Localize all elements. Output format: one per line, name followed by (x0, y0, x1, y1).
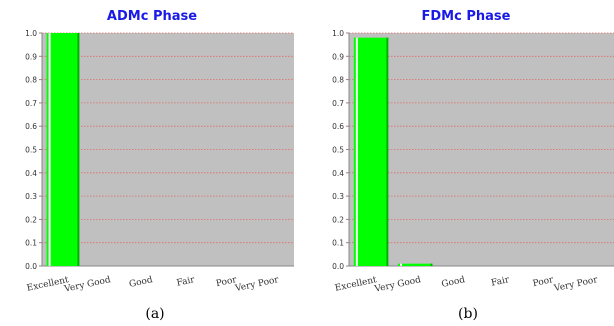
x-tick-label: Good (128, 275, 154, 290)
y-tick-label: 0.0 (332, 262, 344, 271)
y-tick-label: 0.6 (332, 122, 344, 131)
x-tick-label: Poor (532, 275, 555, 289)
bar-shadow (386, 37, 389, 266)
figure-caption: (a) (145, 306, 164, 322)
y-tick-label: 0.7 (25, 99, 37, 108)
y-tick-label: 0.8 (25, 76, 37, 85)
y-tick-label: 0.4 (25, 169, 37, 178)
chart-title: ADMc Phase (107, 9, 197, 24)
y-tick-label: 0.1 (332, 239, 344, 248)
y-tick-label: 0.9 (25, 52, 37, 61)
bar-shadow (77, 33, 80, 266)
y-tick-label: 0.2 (332, 215, 344, 224)
bar-highlight (48, 33, 51, 266)
bar-very-good (398, 263, 433, 266)
y-tick-label: 0.9 (332, 52, 344, 61)
x-tick-label: Fair (490, 275, 511, 289)
x-tick-label: Excellent (334, 275, 378, 294)
x-tick-label: Poor (215, 275, 238, 289)
y-tick-label: 0.7 (332, 99, 344, 108)
y-tick-label: 0.1 (25, 239, 37, 248)
y-tick-label: 0.8 (332, 76, 344, 85)
chart-title: FDMc Phase (422, 9, 511, 24)
x-tick-label: Good (441, 275, 467, 290)
y-tick-label: 0.5 (25, 146, 37, 155)
bar-body (353, 37, 389, 266)
bar-excellent (46, 33, 80, 266)
bar-highlight (355, 37, 358, 266)
y-tick-label: 0.3 (25, 192, 37, 201)
x-tick-label: Very Good (373, 275, 422, 295)
bar-excellent (353, 37, 389, 266)
bar-body (46, 33, 80, 266)
y-tick-label: 0.6 (25, 122, 37, 131)
x-tick-label: Very Poor (552, 275, 599, 294)
y-tick-label: 1.0 (25, 29, 37, 38)
y-tick-label: 1.0 (332, 29, 344, 38)
figure-caption: (b) (458, 306, 478, 322)
chart-panel-b: FDMc Phase 0.0 0.1 0.2 0.3 0.4 0.5 0.6 0.7 0.8 0.9… (332, 9, 614, 322)
x-tick-label: Very Good (63, 275, 112, 295)
x-tick-label: Very Poor (233, 275, 280, 294)
bar-shadow (430, 263, 433, 266)
y-tick-label: 0.4 (332, 169, 344, 178)
y-tick-label: 0.2 (25, 215, 37, 224)
y-tick-label: 0.5 (332, 146, 344, 155)
bar-body (398, 263, 433, 266)
x-tick-label: Fair (176, 275, 197, 289)
y-tick-label: 0.3 (332, 192, 344, 201)
chart-panel-a: ADMc Phase 0.0 0.1 0.2 0.3 0.4 0.5 0.6 0.7 0.8 0.9… (25, 9, 294, 322)
bar-highlight (400, 263, 403, 266)
y-tick-label: 0.0 (25, 262, 37, 271)
